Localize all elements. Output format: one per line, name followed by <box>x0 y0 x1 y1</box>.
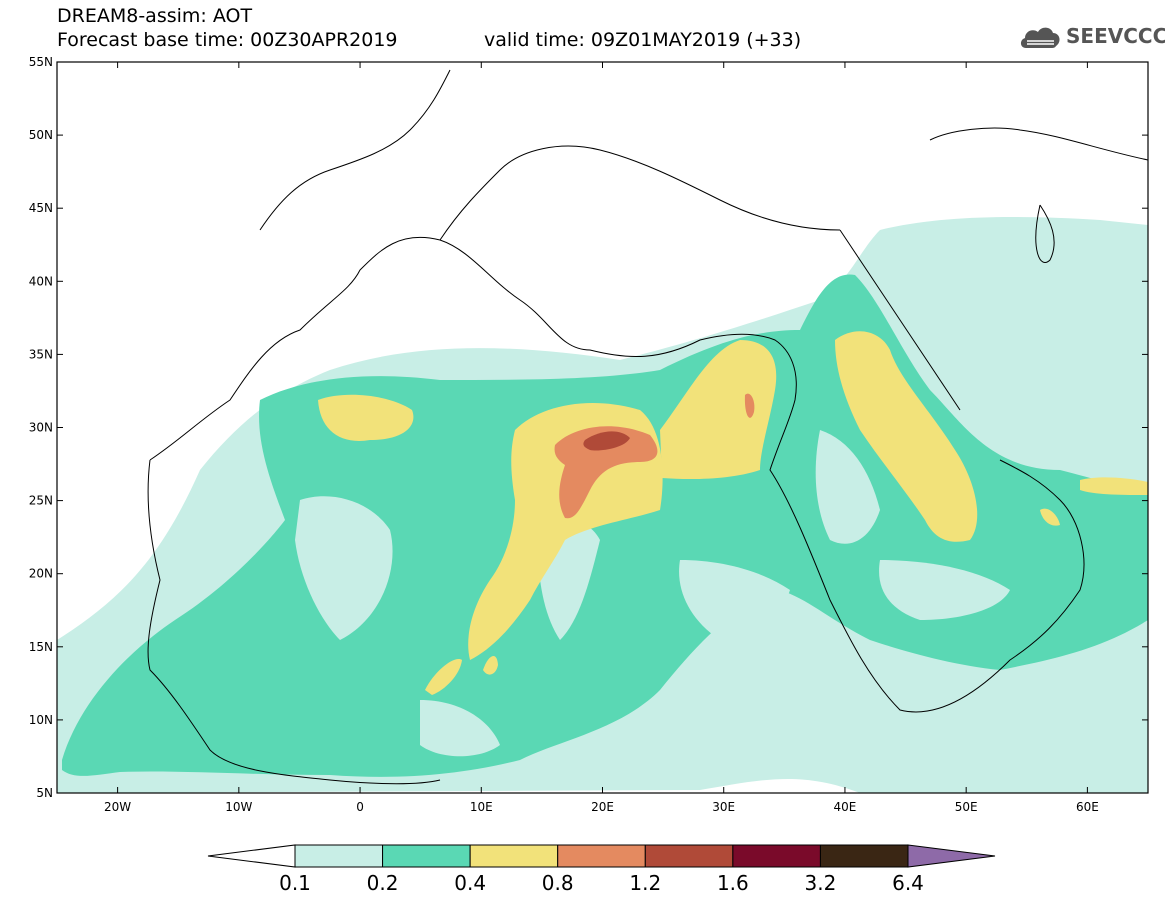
colorbar <box>207 844 996 868</box>
logo-text: SEEVCCC <box>1066 24 1165 48</box>
aot-field <box>57 217 1148 793</box>
lat-label: 25N <box>29 494 53 508</box>
colorbar-label: 1.2 <box>629 871 662 895</box>
aot-band-1-2 <box>583 431 630 451</box>
lon-label: 10E <box>470 800 493 814</box>
lat-label: 55N <box>29 55 53 69</box>
lon-label: 40E <box>834 800 857 814</box>
lon-label: 10W <box>225 800 252 814</box>
colorbar-label: 0.1 <box>279 871 311 895</box>
lat-label: 20N <box>29 567 53 581</box>
lon-label: 20E <box>591 800 614 814</box>
colorbar-swatch <box>819 844 909 868</box>
colorbar-label: 0.4 <box>454 871 487 895</box>
lon-label: 0 <box>356 800 364 814</box>
lat-label: 50N <box>29 128 53 142</box>
colorbar-swatch <box>294 844 384 868</box>
lat-label: 5N <box>36 786 53 800</box>
lat-label: 35N <box>29 347 53 361</box>
latitude-axis: 55N 50N 45N 40N 35N 30N 25N 20N 15N 10N 5N <box>29 55 1148 800</box>
valid-time-label: valid time: 09Z01MAY2019 (+33) <box>484 29 802 51</box>
lon-label: 50E <box>955 800 978 814</box>
colorbar-swatch <box>644 844 734 868</box>
colorbar-swatch <box>732 844 821 868</box>
coastlines <box>147 69 1148 785</box>
colorbar-label: 6.4 <box>892 871 924 895</box>
lon-label: 20W <box>104 800 131 814</box>
lat-label: 30N <box>29 421 53 435</box>
colorbar-swatch <box>557 844 646 868</box>
colorbar-label: 3.2 <box>804 871 837 895</box>
colorbar-label: 0.2 <box>366 871 399 895</box>
lat-label: 45N <box>29 201 53 215</box>
map-title: DREAM8-assim: AOT <box>57 5 253 27</box>
colorbar-swatch <box>469 844 559 868</box>
aot-band-0-8 <box>554 393 755 519</box>
longitude-axis: 20W 10W 0 10E 20E 30E 40E 50E 60E <box>104 62 1099 814</box>
aot-band-0-4 <box>318 331 1148 695</box>
colorbar-under-triangle <box>207 844 296 868</box>
cloud-icon <box>1020 27 1060 48</box>
lon-label: 30E <box>712 800 735 814</box>
colorbar-label: 1.6 <box>716 871 749 895</box>
seevccc-logo: SEEVCCC <box>1018 22 1165 56</box>
base-time-label: Forecast base time: 00Z30APR2019 <box>57 29 398 51</box>
lat-label: 40N <box>29 274 53 288</box>
lat-label: 10N <box>29 713 53 727</box>
colorbar-over-triangle <box>907 844 996 868</box>
lat-label: 15N <box>29 640 53 654</box>
colorbar-swatch <box>382 844 471 868</box>
lon-label: 60E <box>1076 800 1099 814</box>
aot-band-0-1-holes <box>295 430 1010 757</box>
colorbar-label: 0.8 <box>541 871 574 895</box>
